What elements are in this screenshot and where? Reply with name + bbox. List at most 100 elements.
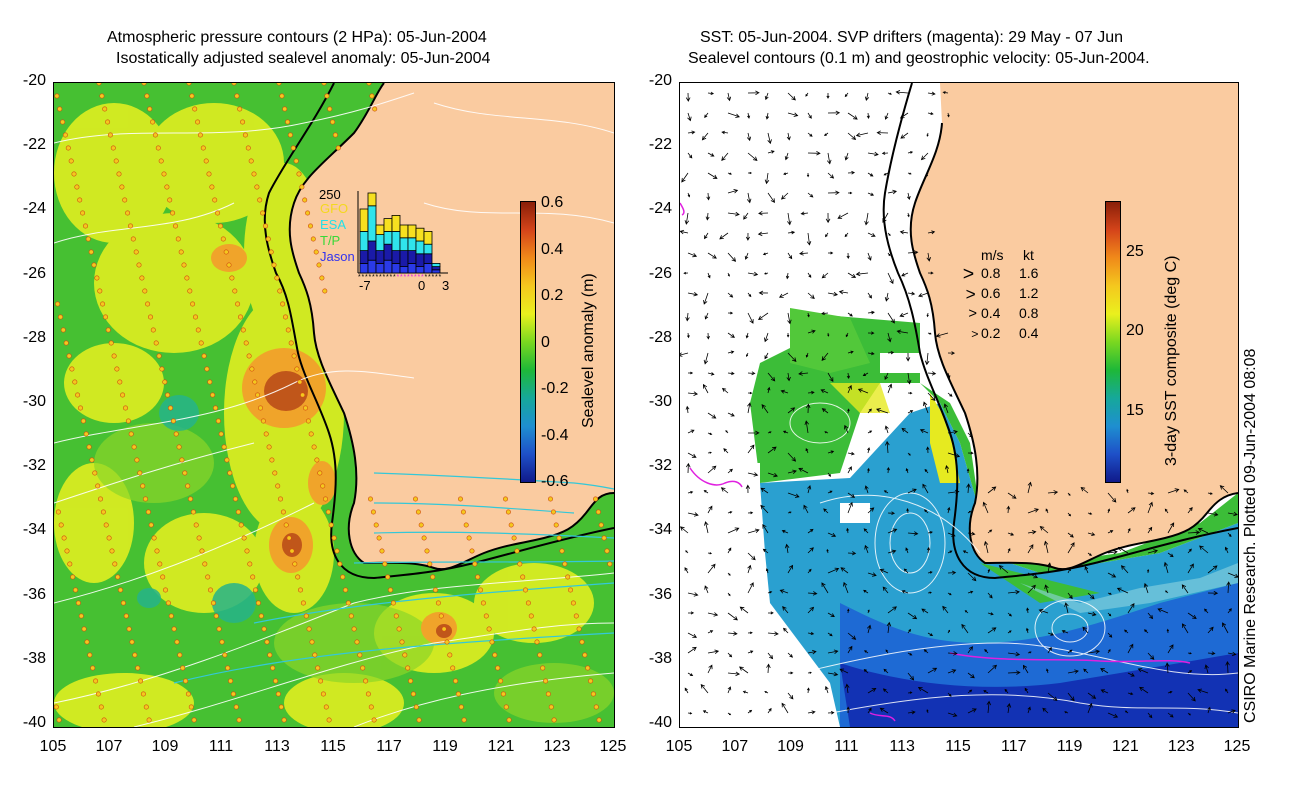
- right-lat-tick--28: -28: [648, 328, 672, 346]
- velocity-arrow: [703, 292, 709, 305]
- altimeter-dot: [293, 158, 299, 164]
- velocity-arrow: [1027, 481, 1032, 494]
- altimeter-dot: [267, 652, 273, 658]
- right-lat-tick--24: -24: [648, 200, 672, 218]
- altimeter-dot: [273, 678, 279, 684]
- velocity-arrow: [947, 712, 958, 717]
- velocity-arrow: [803, 504, 809, 514]
- altimeter-dot: [131, 444, 137, 450]
- velocity-arrow: [855, 132, 869, 138]
- velocity-arrow: [942, 605, 949, 614]
- velocity-arrow: [764, 352, 769, 360]
- velocity-arrow: [905, 547, 909, 554]
- velocity-arrow: [687, 646, 697, 654]
- altimeter-dot: [466, 535, 472, 541]
- velocity-arrow: [787, 92, 796, 101]
- velocity-arrow: [922, 483, 929, 494]
- altimeter-dot: [195, 327, 201, 333]
- velocity-arrow: [826, 152, 832, 165]
- velocity-arrow: [703, 383, 709, 394]
- altimeter-dot: [123, 405, 129, 411]
- velocity-arrow: [805, 352, 809, 358]
- velocity-arrow: [765, 568, 769, 574]
- right-title-line1: SST: 05-Jun-2004. SVP drifters (magenta)…: [700, 29, 1124, 46]
- velocity-arrow: [1067, 669, 1079, 674]
- velocity-arrow: [927, 332, 932, 335]
- velocity-arrow: [747, 271, 759, 277]
- altimeter-dot: [598, 522, 604, 528]
- velocity-arrow: [907, 391, 913, 395]
- velocity-arrow: [827, 632, 833, 637]
- velocity-arrow: [821, 311, 829, 316]
- velocity-arrow: [1027, 706, 1031, 714]
- velocity-arrow: [787, 212, 792, 226]
- velocity-arrow: [1167, 644, 1174, 654]
- velocity-arrow: [925, 172, 929, 178]
- velocity-legend-arrow-icon: >: [965, 284, 976, 304]
- velocity-arrow: [847, 492, 856, 498]
- velocity-arrow: [687, 611, 695, 615]
- velocity-arrow: [760, 487, 769, 494]
- right-lat-tick--40: -40: [648, 714, 672, 731]
- inset-track-mark: *: [379, 274, 382, 281]
- altimeter-dot: [70, 574, 76, 580]
- velocity-arrow: [847, 451, 855, 456]
- right-lon-tick-111: 111: [834, 738, 859, 755]
- velocity-legend-ms: 0.8: [981, 265, 1001, 281]
- altimeter-dot: [379, 548, 385, 554]
- velocity-arrow: [1080, 486, 1089, 494]
- inset-bar-tp: [423, 253, 433, 264]
- altimeter-dot: [408, 678, 414, 684]
- velocity-arrow: [927, 591, 932, 594]
- altimeter-dot: [334, 548, 340, 554]
- altimeter-dot: [199, 548, 205, 554]
- velocity-arrow: [687, 452, 697, 458]
- velocity-arrow: [887, 272, 894, 285]
- velocity-arrow: [786, 132, 791, 141]
- altimeter-dot: [110, 145, 116, 151]
- altimeter-dot: [125, 418, 131, 424]
- velocity-arrow: [1046, 562, 1052, 574]
- altimeter-dot: [480, 600, 486, 606]
- altimeter-dot: [243, 340, 249, 346]
- altimeter-dot: [272, 470, 278, 476]
- velocity-arrow: [704, 232, 709, 240]
- altimeter-dot: [118, 587, 124, 593]
- altimeter-dot: [296, 171, 302, 177]
- velocity-arrow: [923, 509, 929, 514]
- left-lat-tick--22: -22: [22, 136, 46, 154]
- velocity-arrow: [764, 691, 769, 694]
- velocity-arrow: [1147, 612, 1154, 620]
- velocity-arrow: [857, 388, 869, 394]
- altimeter-dot: [91, 262, 97, 268]
- velocity-arrow: [1107, 549, 1118, 555]
- velocity-arrow: [886, 621, 892, 634]
- right-title-line2: Sealevel contours (0.1 m) and geostrophi…: [688, 50, 1150, 67]
- velocity-arrow: [707, 612, 719, 617]
- velocity-arrow: [847, 384, 852, 394]
- altimeter-dot: [424, 548, 430, 554]
- altimeter-dot: [55, 301, 61, 307]
- altimeter-dot: [399, 639, 405, 645]
- altimeter-dot: [257, 197, 263, 203]
- velocity-arrow: [1047, 490, 1059, 495]
- altimeter-dot: [212, 197, 218, 203]
- velocity-arrow: [779, 589, 789, 594]
- velocity-arrow: [1087, 512, 1093, 515]
- altimeter-dot: [517, 561, 523, 567]
- velocity-arrow: [807, 710, 816, 715]
- velocity-legend-arrow-icon: >: [962, 263, 975, 285]
- velocity-arrow: [1007, 612, 1012, 617]
- velocity-arrow: [945, 464, 950, 474]
- velocity-legend-kt: 1.6: [1019, 265, 1039, 281]
- velocity-arrow: [1116, 587, 1129, 594]
- altimeter-dot: [327, 106, 333, 112]
- velocity-arrow: [823, 508, 829, 514]
- altimeter-dot: [260, 418, 266, 424]
- altimeter-dot: [191, 717, 197, 723]
- altimeter-dot: [486, 626, 492, 632]
- inset-bar-jason: [375, 263, 385, 274]
- velocity-arrow: [1167, 712, 1174, 718]
- velocity-arrow: [767, 707, 772, 714]
- velocity-arrow: [685, 550, 689, 554]
